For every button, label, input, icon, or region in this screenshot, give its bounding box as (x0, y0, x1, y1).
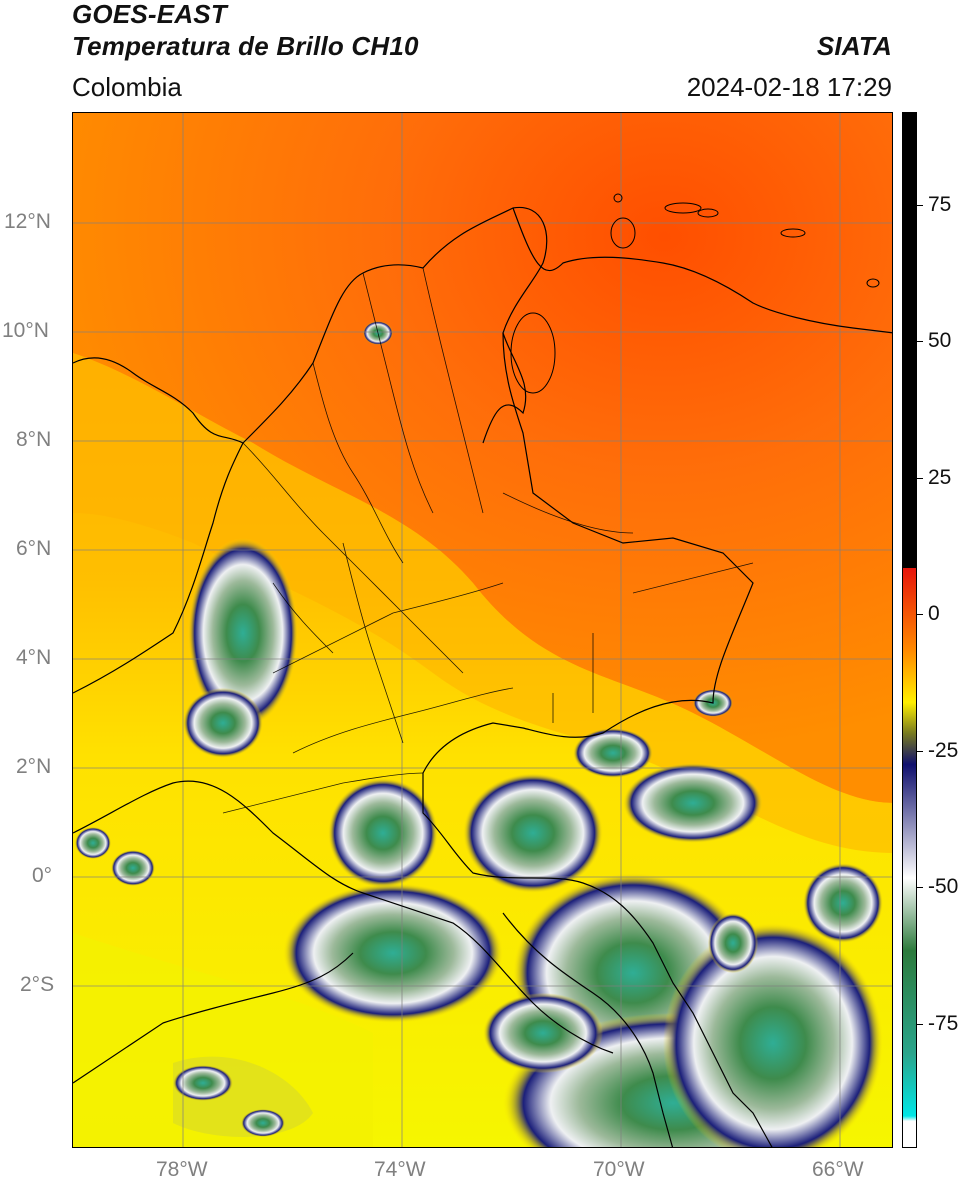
colorbar-tick (917, 751, 923, 752)
lat-label: 10°N (2, 319, 49, 342)
colorbar-label: -75 (928, 1012, 959, 1035)
lat-label: 0° (32, 864, 53, 887)
org-label: SIATA (816, 31, 892, 61)
lon-label: 78°W (156, 1158, 208, 1181)
lat-label: 6°N (16, 537, 52, 560)
orange-band (73, 353, 892, 853)
title-product: Temperatura de Brillo CH10 (72, 31, 419, 61)
datetime-label: 2024-02-18 17:29 (686, 72, 892, 102)
borders (73, 206, 892, 1147)
colorbar (902, 112, 917, 1148)
colorbar-label: -25 (928, 739, 959, 762)
lat-label: 2°N (16, 755, 52, 778)
lat-label: 8°N (16, 428, 52, 451)
lon-label: 74°W (374, 1158, 426, 1181)
colorbar-tick (917, 341, 923, 342)
colorbar-label: -50 (928, 875, 959, 898)
colorbar-tick (917, 205, 923, 206)
islands (510, 193, 880, 394)
lat-label: 4°N (16, 646, 52, 669)
region-label: Colombia (72, 72, 182, 102)
colorbar-label: 25 (928, 466, 952, 489)
lon-label: 66°W (812, 1158, 864, 1181)
warm-field (73, 113, 892, 803)
lat-label: 12°N (4, 210, 51, 233)
title-satellite: GOES-EAST (72, 0, 227, 29)
lat-label: 2°S (20, 973, 55, 996)
colorbar-tick (917, 1024, 923, 1025)
lon-label: 70°W (593, 1158, 645, 1181)
cloud-clusters (75, 321, 883, 1147)
graticule (73, 113, 892, 1147)
satellite-map[interactable] (72, 112, 893, 1148)
colorbar-label: 0 (928, 602, 940, 625)
colorbar-tick (917, 887, 923, 888)
colorbar-tick (917, 478, 923, 479)
map-svg (73, 113, 892, 1147)
colorbar-label: 75 (928, 193, 952, 216)
colorbar-label: 50 (928, 329, 952, 352)
internal-borders (222, 267, 754, 814)
colorbar-tick (917, 614, 923, 615)
